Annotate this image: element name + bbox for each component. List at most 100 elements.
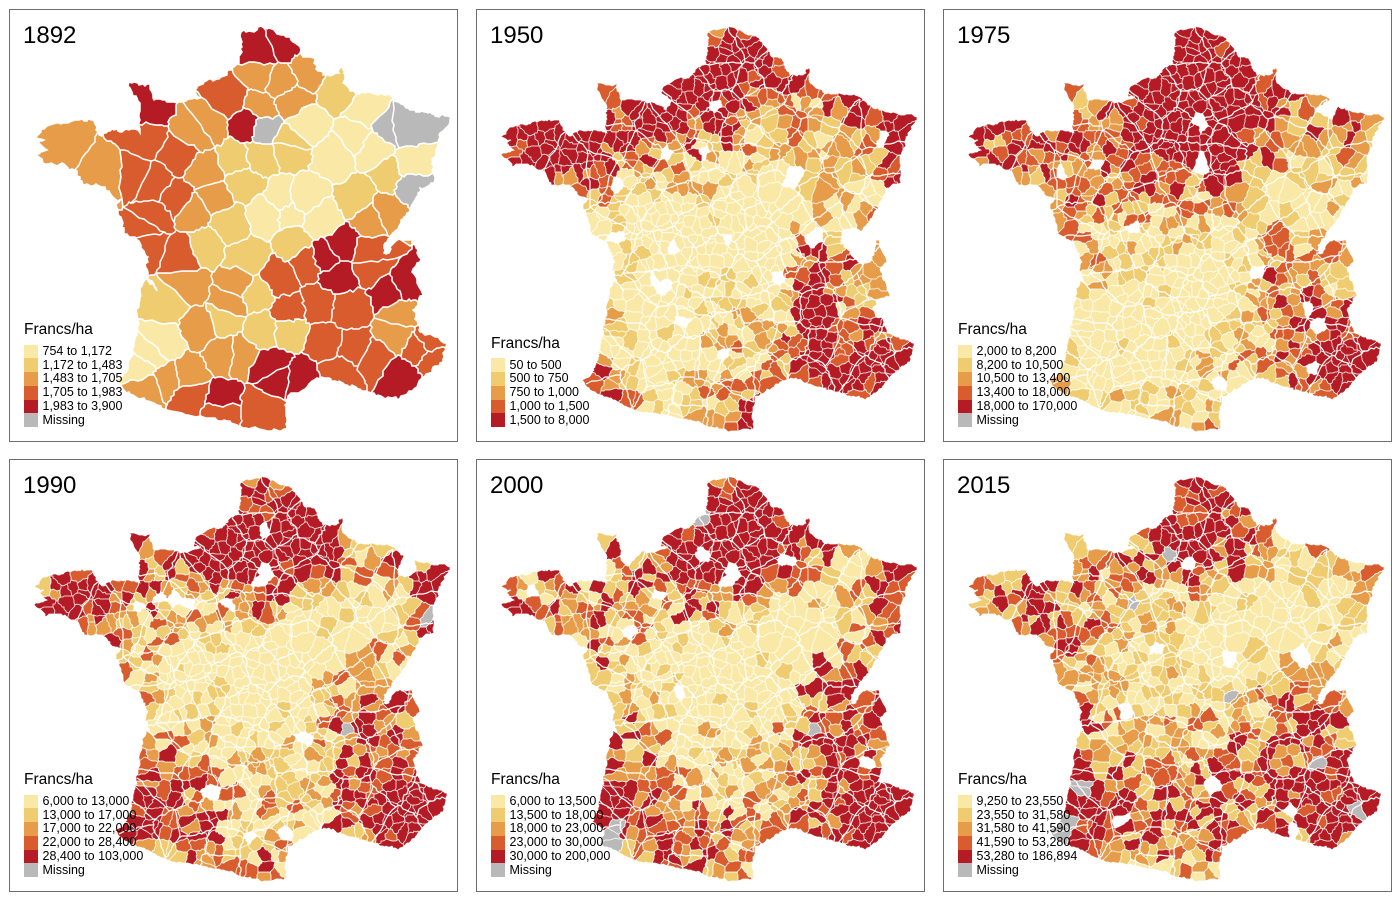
legend-title: Francs/ha [958, 771, 1027, 788]
legend-row: 10,500 to 13,400 [958, 372, 1077, 386]
panel-title-1892: 1892 [23, 22, 77, 49]
legend-row: 754 to 1,172 [24, 344, 122, 359]
legend-row: Missing [491, 863, 610, 877]
legend-1975: Francs/ha 2,000 to 8,200 8,200 to 10,500 1… [958, 322, 1077, 427]
legend-row: Missing [958, 413, 1077, 427]
department-boundaries [541, 25, 914, 426]
panel-2000: 2000 Francs/ha 6,000 to 13,500 13,500 to … [476, 459, 925, 892]
panel-title-1950: 1950 [490, 22, 544, 49]
legend-swatch [491, 794, 505, 809]
legend-swatch [24, 385, 38, 400]
choropleth-map-2015 [967, 475, 1386, 883]
legend-swatch [24, 822, 38, 836]
legend-row: 53,280 to 186,894 [958, 849, 1077, 864]
legend-label: 41,590 to 53,280 [976, 835, 1071, 850]
legend-1990: Francs/ha 6,000 to 13,000 13,000 to 17,00… [24, 772, 143, 877]
legend-row: 2,000 to 8,200 [958, 344, 1077, 359]
legend-swatch [491, 413, 505, 427]
legend-swatch [24, 808, 38, 822]
choropleth-map-1950 [500, 25, 919, 433]
legend-swatch [491, 385, 505, 400]
legend-label: 1,172 to 1,483 [42, 357, 123, 372]
legend-label: 13,500 to 18,000 [509, 807, 604, 822]
legend-label: 13,400 to 18,000 [976, 385, 1071, 400]
legend-label: 28,400 to 103,000 [42, 848, 144, 863]
legend-row: 6,000 to 13,500 [491, 793, 610, 809]
panel-title-2000: 2000 [490, 472, 544, 499]
legend-label: 6,000 to 13,000 [42, 793, 130, 808]
legend-swatch [958, 344, 972, 359]
legend-row: 1,483 to 1,705 [24, 372, 122, 386]
legend-title: Francs/ha [491, 334, 560, 352]
legend-label: 9,250 to 23,550 [976, 793, 1064, 808]
legend-label: Missing [509, 862, 552, 877]
legend-row: 18,000 to 170,000 [958, 399, 1077, 414]
legend-1950: Francs/ha 50 to 500 500 to 750 750 to 1,00… [491, 336, 589, 427]
legend-label: 6,000 to 13,500 [509, 793, 597, 808]
legend-label: 1,483 to 1,705 [42, 371, 123, 386]
choropleth-map-1892 [31, 25, 453, 432]
legend-label: Missing [976, 862, 1019, 877]
legend-swatch [958, 808, 972, 822]
choropleth-map-1975 [967, 25, 1386, 433]
legend-swatch [24, 413, 38, 427]
legend-label: Missing [42, 412, 85, 427]
department-boundaries [1008, 475, 1381, 876]
legend-label: 17,000 to 22,000 [42, 821, 137, 836]
legend-title: Francs/ha [491, 771, 560, 788]
legend-label: 750 to 1,000 [509, 385, 580, 400]
legend-2000: Francs/ha 6,000 to 13,500 13,500 to 18,00… [491, 772, 610, 877]
department-boundaries [541, 475, 914, 876]
legend-row: 6,000 to 13,000 [24, 793, 143, 809]
legend-swatch [491, 808, 505, 822]
legend-label: 1,500 to 8,000 [509, 412, 590, 427]
legend-label: 23,000 to 30,000 [509, 835, 604, 850]
legend-rows: 6,000 to 13,000 13,000 to 17,000 17,000 to… [24, 793, 144, 877]
legend-row: 750 to 1,000 [491, 386, 589, 400]
legend-swatch [24, 794, 38, 809]
map-class-region [599, 508, 822, 854]
panel-1990: 1990 Francs/ha 6,000 to 13,000 13,000 to … [9, 459, 458, 892]
legend-swatch [958, 385, 972, 400]
legend-label: 1,983 to 3,900 [42, 398, 123, 413]
legend-row: 30,000 to 200,000 [491, 849, 610, 864]
legend-row: 13,500 to 18,000 [491, 808, 610, 822]
legend-swatch [958, 822, 972, 836]
legend-label: 23,550 to 31,580 [976, 807, 1071, 822]
legend-row: 1,705 to 1,983 [24, 386, 122, 400]
legend-swatch [24, 372, 38, 386]
panel-title-1975: 1975 [957, 22, 1011, 49]
legend-swatch [491, 822, 505, 836]
legend-row: 31,580 to 41,590 [958, 822, 1077, 836]
legend-row: 50 to 500 [491, 358, 589, 372]
legend-row: 41,590 to 53,280 [958, 836, 1077, 850]
legend-swatch [491, 358, 505, 372]
choropleth-map-1990 [33, 475, 452, 883]
legend-row: 23,550 to 31,580 [958, 808, 1077, 822]
legend-row: 8,200 to 10,500 [958, 358, 1077, 372]
legend-label: 1,000 to 1,500 [509, 398, 590, 413]
legend-swatch [491, 372, 505, 386]
legend-swatch [491, 399, 505, 414]
legend-rows: 754 to 1,172 1,172 to 1,483 1,483 to 1,705… [24, 344, 123, 427]
legend-rows: 2,000 to 8,200 8,200 to 10,500 10,500 to 1… [958, 344, 1077, 427]
legend-swatch [958, 863, 972, 877]
legend-swatch [24, 849, 38, 864]
legend-label: 18,000 to 23,000 [509, 821, 604, 836]
legend-swatch [491, 849, 505, 864]
legend-swatch [958, 413, 972, 427]
legend-row: 1,983 to 3,900 [24, 398, 123, 414]
map-class-region [500, 479, 919, 875]
legend-rows: 9,250 to 23,550 23,550 to 31,580 31,580 to… [958, 793, 1077, 877]
department-boundaries [1008, 25, 1381, 426]
panel-1950: 1950 Francs/ha 50 to 500 500 to 750 750 to… [476, 9, 925, 442]
legend-row: 18,000 to 23,000 [491, 822, 610, 836]
legend-label: 13,000 to 17,000 [42, 807, 137, 822]
legend-swatch [24, 399, 38, 414]
legend-swatch [24, 344, 38, 359]
legend-title: Francs/ha [958, 321, 1027, 338]
legend-swatch [24, 358, 38, 372]
map-class-region [251, 97, 453, 211]
legend-swatch [491, 863, 505, 877]
legend-label: Missing [976, 412, 1019, 427]
